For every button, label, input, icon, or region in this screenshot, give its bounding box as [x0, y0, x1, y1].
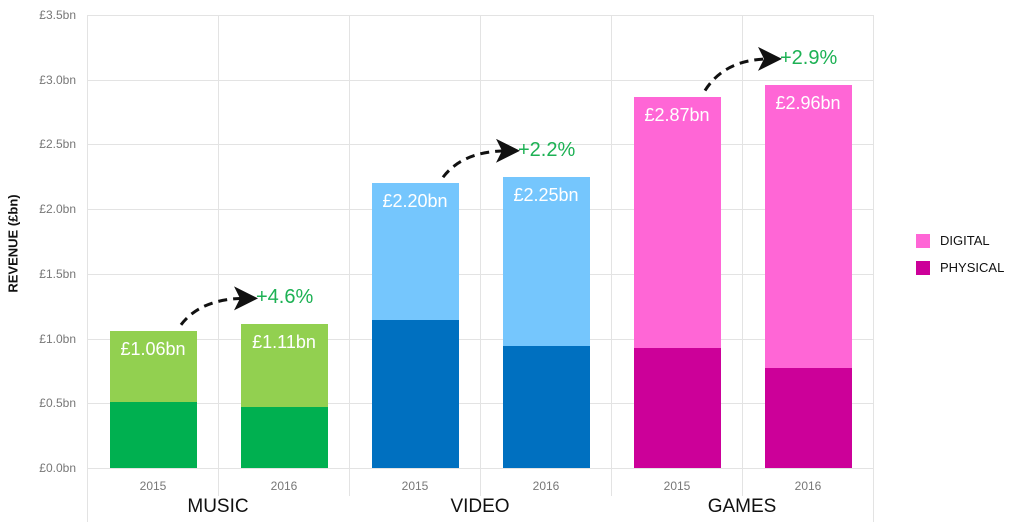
bar-digital	[240, 324, 328, 408]
bar-total-label: £1.11bn	[252, 332, 316, 353]
y-tick-label: £3.0bn	[39, 72, 76, 87]
bar-digital	[109, 330, 197, 402]
bar-total-label: £2.20bn	[382, 191, 448, 212]
bar-physical	[764, 368, 852, 468]
growth-arrow	[179, 286, 258, 326]
gridline	[873, 15, 874, 522]
gridline	[349, 15, 350, 496]
legend-swatch-digital	[916, 233, 930, 248]
growth-percent: +4.6%	[256, 286, 314, 309]
year-label: 2015	[139, 479, 167, 493]
y-tick-label: £0.5bn	[39, 396, 76, 411]
legend-digital: DIGITAL	[916, 233, 990, 248]
bar-physical	[371, 320, 459, 468]
growth-percent: +2.9%	[780, 46, 838, 69]
gridline	[480, 15, 481, 496]
bar-digital	[502, 176, 590, 347]
bar-physical	[109, 401, 197, 468]
y-tick-label: £1.5bn	[39, 266, 76, 281]
y-tick-label: £2.0bn	[39, 202, 76, 217]
group-label: VIDEO	[450, 496, 510, 517]
y-tick-label: £2.5bn	[39, 137, 76, 152]
year-label: 2016	[270, 479, 298, 493]
bar-physical	[240, 407, 328, 468]
bar-physical	[502, 346, 590, 468]
year-label: 2015	[401, 479, 429, 493]
legend-physical: PHYSICAL	[916, 260, 1004, 275]
gridline	[87, 15, 88, 522]
legend-swatch-physical	[916, 260, 930, 275]
y-tick-label: £1.0bn	[39, 331, 76, 346]
growth-arrow	[703, 46, 782, 92]
year-label: 2015	[663, 479, 691, 493]
growth-percent: +2.2%	[518, 138, 576, 161]
bar-total-label: £1.06bn	[120, 338, 186, 359]
y-tick-label: £3.5bn	[39, 8, 76, 22]
gridline	[611, 15, 612, 496]
bar-physical	[633, 347, 721, 468]
group-label: GAMES	[707, 496, 777, 517]
bar-total-label: £2.87bn	[644, 104, 710, 125]
legend-label-physical: PHYSICAL	[940, 260, 1005, 275]
y-tick-label: £0.0bn	[39, 461, 76, 475]
gridline	[742, 15, 743, 496]
bar-digital	[371, 183, 459, 321]
group-label: MUSIC	[187, 496, 249, 517]
bar-digital	[633, 96, 721, 348]
year-label: 2016	[532, 479, 560, 493]
legend-label-digital: DIGITAL	[940, 233, 990, 248]
bar-digital	[764, 84, 852, 369]
bar-total-label: £2.25bn	[513, 184, 579, 205]
year-label: 2016	[794, 479, 822, 493]
growth-arrow	[441, 138, 520, 179]
bar-total-label: £2.96bn	[775, 92, 841, 113]
gridline	[218, 15, 219, 496]
